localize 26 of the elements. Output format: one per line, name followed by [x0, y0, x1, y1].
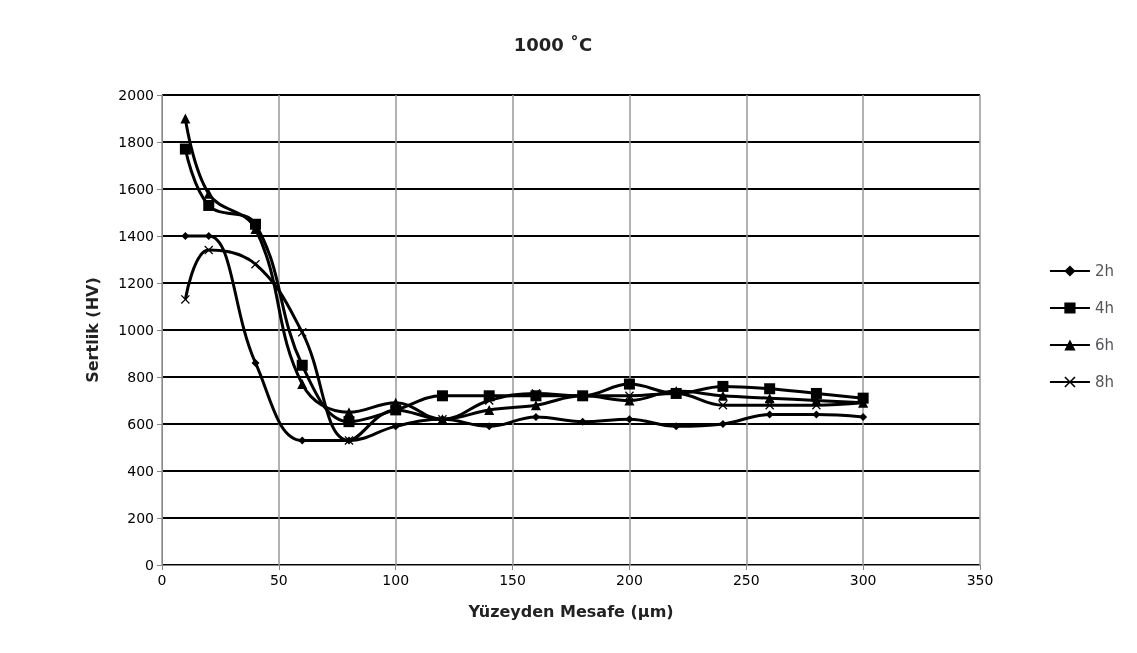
legend-label: 4h — [1094, 299, 1115, 317]
x-tick-label: 250 — [732, 572, 760, 588]
x-tick-label: 350 — [966, 572, 994, 588]
y-tick-label: 1600 — [118, 181, 154, 197]
x-tick-label: 300 — [849, 572, 877, 588]
y-tick-label: 800 — [127, 369, 154, 385]
x-tick-label: 0 — [157, 572, 167, 588]
y-tick-label: 0 — [145, 557, 154, 573]
legend-label: 2h — [1094, 262, 1115, 280]
legend-label: 6h — [1094, 336, 1115, 354]
y-axis-title: Sertlik (HV) — [82, 277, 102, 383]
y-tick-label: 400 — [127, 463, 154, 479]
legend-label: 8h — [1094, 373, 1115, 391]
y-tick-label: 1400 — [118, 228, 154, 244]
x-tick-label: 150 — [499, 572, 526, 588]
y-tick-label: 1000 — [118, 322, 154, 338]
chart-title: 1000 ˚C — [513, 33, 593, 55]
x-tick-label: 100 — [382, 572, 410, 588]
y-tick-label: 600 — [127, 416, 154, 432]
x-tick-label: 200 — [616, 572, 643, 588]
x-axis-title: Yüzeyden Mesafe (µm) — [467, 601, 674, 621]
y-tick-label: 1200 — [118, 275, 154, 291]
y-tick-label: 1800 — [118, 134, 154, 150]
x-tick-label: 50 — [269, 572, 288, 588]
y-tick-label: 200 — [127, 510, 154, 526]
y-tick-label: 2000 — [118, 87, 154, 103]
